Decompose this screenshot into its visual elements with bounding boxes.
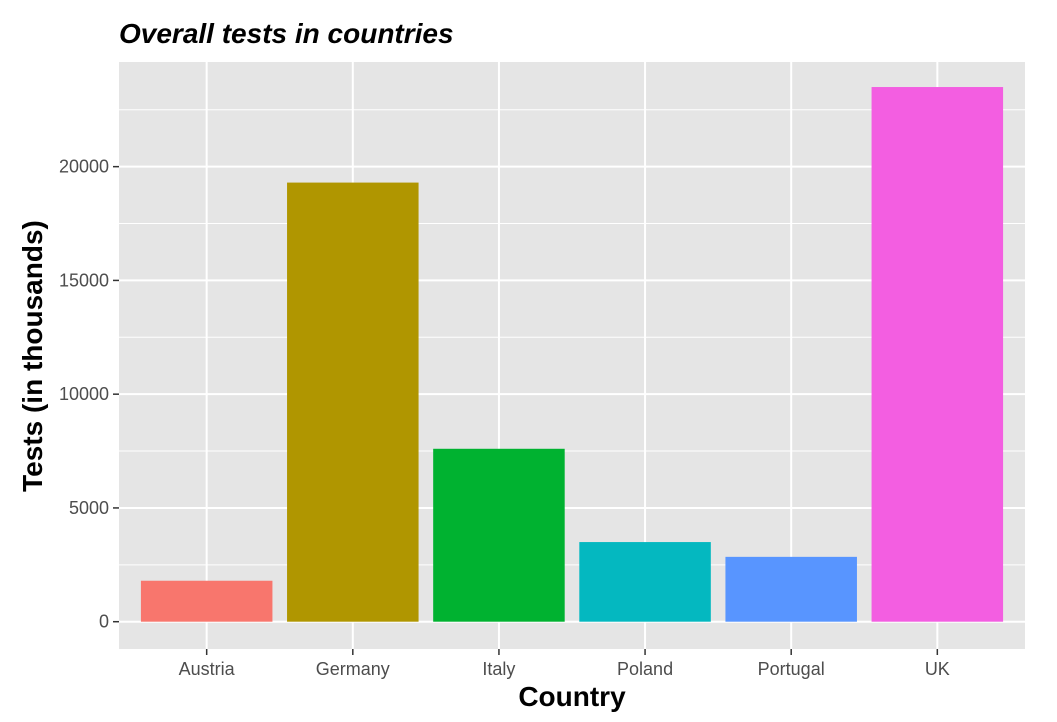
y-tick-label: 0 bbox=[99, 612, 109, 632]
bar-poland bbox=[579, 542, 711, 622]
x-tick-label: UK bbox=[925, 659, 950, 679]
y-tick-label: 15000 bbox=[59, 270, 109, 290]
x-tick-label: Germany bbox=[316, 659, 390, 679]
x-axis-ticks: Austria Germany Italy Poland Portugal UK bbox=[179, 649, 950, 679]
x-tick-label: Italy bbox=[482, 659, 515, 679]
y-axis-title: Tests (in thousands) bbox=[17, 220, 48, 492]
bar-uk bbox=[871, 87, 1004, 622]
x-tick-label: Portugal bbox=[758, 659, 825, 679]
y-tick-label: 20000 bbox=[59, 157, 109, 177]
x-axis-title: Country bbox=[518, 681, 626, 712]
bar-portugal bbox=[725, 556, 857, 622]
y-tick-label: 10000 bbox=[59, 384, 109, 404]
x-tick-label: Poland bbox=[617, 659, 673, 679]
bar-austria bbox=[140, 580, 273, 622]
bars bbox=[140, 87, 1004, 622]
bar-italy bbox=[433, 448, 565, 622]
y-axis-ticks: 0 5000 10000 15000 20000 bbox=[59, 157, 119, 632]
bar-germany bbox=[287, 182, 419, 622]
chart-title: Overall tests in countries bbox=[119, 18, 454, 49]
y-tick-label: 5000 bbox=[69, 498, 109, 518]
x-tick-label: Austria bbox=[179, 659, 236, 679]
